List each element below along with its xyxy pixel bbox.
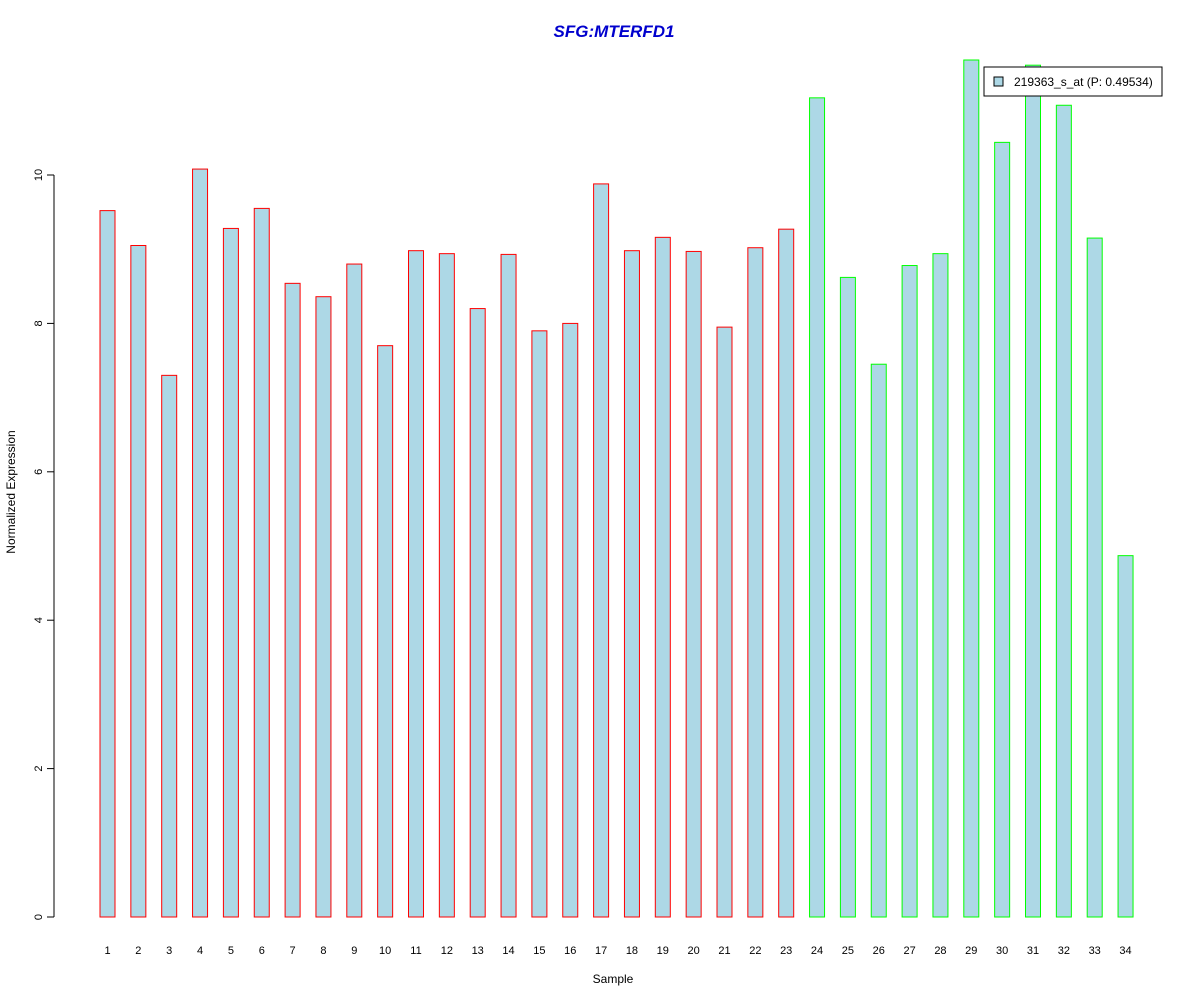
x-tick-label: 4 bbox=[197, 945, 203, 957]
legend: 219363_s_at (P: 0.49534) bbox=[983, 66, 1163, 97]
x-tick-label: 19 bbox=[657, 945, 669, 957]
x-tick-label: 31 bbox=[1027, 945, 1039, 957]
bar-sample-33 bbox=[1086, 237, 1103, 918]
chart-title: SFG:MTERFD1 bbox=[554, 22, 675, 41]
x-tick-label: 30 bbox=[996, 945, 1008, 957]
x-tick-label: 24 bbox=[811, 945, 823, 957]
bar-sample-5 bbox=[222, 227, 239, 918]
bar-sample-20 bbox=[685, 250, 702, 918]
bar-sample-2 bbox=[130, 245, 147, 918]
x-tick-label: 15 bbox=[533, 945, 545, 957]
bar-sample-13 bbox=[469, 308, 486, 918]
bar-sample-22 bbox=[747, 247, 764, 918]
bar-sample-28 bbox=[932, 253, 949, 918]
bar-sample-18 bbox=[623, 250, 640, 918]
y-tick-label: 8 bbox=[33, 320, 45, 326]
y-tick-label: 0 bbox=[33, 914, 45, 920]
y-tick-label: 6 bbox=[33, 469, 45, 475]
bar-sample-15 bbox=[531, 330, 548, 918]
bar-sample-12 bbox=[438, 253, 455, 918]
bar-sample-10 bbox=[377, 345, 394, 918]
x-tick-label: 1 bbox=[104, 945, 110, 957]
bar-sample-6 bbox=[253, 207, 270, 918]
x-tick-label: 27 bbox=[903, 945, 915, 957]
legend-box bbox=[983, 66, 1163, 97]
x-tick-label: 21 bbox=[718, 945, 730, 957]
bar-sample-30 bbox=[994, 141, 1011, 918]
bar-sample-24 bbox=[809, 97, 826, 918]
x-tick-label: 18 bbox=[626, 945, 638, 957]
bar-sample-9 bbox=[346, 263, 363, 918]
x-tick-label: 10 bbox=[379, 945, 391, 957]
x-tick-label: 14 bbox=[502, 945, 514, 957]
x-tick-label: 17 bbox=[595, 945, 607, 957]
x-tick-label: 7 bbox=[290, 945, 296, 957]
bar-sample-25 bbox=[839, 276, 856, 918]
bar-sample-11 bbox=[408, 250, 424, 918]
x-tick-label: 9 bbox=[351, 945, 357, 957]
x-tick-label: 6 bbox=[259, 945, 265, 957]
bar-sample-31 bbox=[1025, 64, 1041, 918]
x-tick-label: 23 bbox=[780, 945, 792, 957]
x-tick-label: 3 bbox=[166, 945, 172, 957]
y-axis-label: Normalized Expression bbox=[4, 430, 18, 553]
bars bbox=[99, 59, 1134, 918]
legend-label: 219363_s_at (P: 0.49534) bbox=[1014, 75, 1153, 89]
x-tick-label: 34 bbox=[1119, 945, 1131, 957]
bar-sample-17 bbox=[593, 183, 610, 918]
y-axis: 0 2 4 6 8 10 bbox=[33, 169, 55, 920]
bar-sample-1 bbox=[99, 210, 116, 918]
x-axis-label: Sample bbox=[593, 972, 634, 986]
y-tick-label: 4 bbox=[33, 617, 45, 623]
x-tick-label: 2 bbox=[135, 945, 141, 957]
x-tick-label: 22 bbox=[749, 945, 761, 957]
x-tick-label: 16 bbox=[564, 945, 576, 957]
x-tick-label: 12 bbox=[441, 945, 453, 957]
bar-sample-16 bbox=[562, 322, 579, 918]
legend-swatch bbox=[993, 76, 1004, 87]
x-tick-label: 29 bbox=[965, 945, 977, 957]
bar-sample-14 bbox=[500, 253, 517, 918]
y-tick-label: 10 bbox=[33, 169, 45, 181]
bar-sample-7 bbox=[284, 282, 301, 918]
y-tick-label: 2 bbox=[33, 766, 45, 772]
bar-sample-19 bbox=[654, 236, 671, 918]
x-tick-label: 13 bbox=[472, 945, 484, 957]
x-tick-label: 26 bbox=[873, 945, 885, 957]
x-tick-label: 33 bbox=[1089, 945, 1101, 957]
x-tick-label: 5 bbox=[228, 945, 234, 957]
x-tick-label: 11 bbox=[410, 945, 421, 957]
bar-sample-23 bbox=[778, 228, 795, 918]
x-tick-label: 20 bbox=[688, 945, 700, 957]
bar-sample-34 bbox=[1117, 555, 1134, 918]
x-tick-label: 28 bbox=[934, 945, 946, 957]
bar-sample-8 bbox=[315, 296, 332, 918]
bar-sample-27 bbox=[901, 265, 918, 918]
x-tick-labels: 1 2 3 4 5 6 7 8 9 10 11 12 13 14 15 16 17 18 19 20 21 22 23 24 2… bbox=[104, 945, 1131, 957]
x-tick-label: 8 bbox=[320, 945, 326, 957]
bar-sample-21 bbox=[716, 326, 733, 918]
bar-sample-29 bbox=[963, 59, 980, 918]
bar-sample-4 bbox=[192, 168, 209, 918]
bar-sample-3 bbox=[161, 374, 178, 918]
x-tick-label: 25 bbox=[842, 945, 854, 957]
bar-sample-26 bbox=[870, 363, 887, 918]
x-tick-label: 32 bbox=[1058, 945, 1070, 957]
bar-sample-32 bbox=[1055, 104, 1072, 918]
